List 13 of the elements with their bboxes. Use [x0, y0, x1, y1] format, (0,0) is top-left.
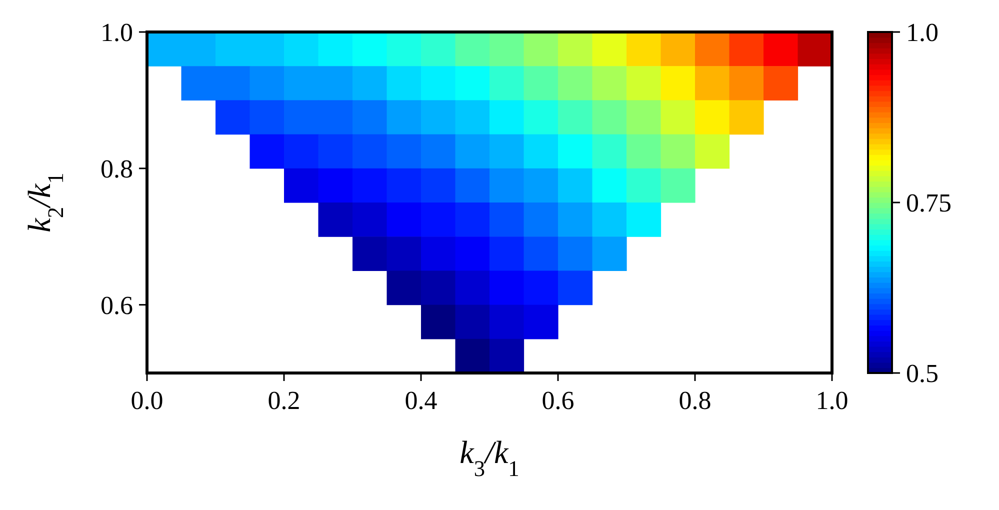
color-bar-label: 0.75 — [906, 188, 952, 218]
color-bar-label: 0.5 — [906, 359, 938, 388]
x-tick-label: 0.6 — [542, 386, 574, 415]
x-tick-label: 0.8 — [678, 386, 712, 415]
x-tick-label: 0.4 — [404, 386, 438, 415]
y-tick-label: 0.6 — [100, 290, 133, 320]
y-tick-label: 1.0 — [100, 18, 133, 47]
color-bar-label: 1.0 — [906, 18, 938, 47]
x-tick-label: 1.0 — [816, 386, 848, 415]
y-tick-label: 0.8 — [100, 154, 133, 184]
x-tick-label: 0.0 — [130, 386, 164, 415]
x-tick-label: 0.2 — [268, 386, 300, 415]
x-axis-title: k$_{3}$/k$_{1}$ — [460, 434, 520, 480]
